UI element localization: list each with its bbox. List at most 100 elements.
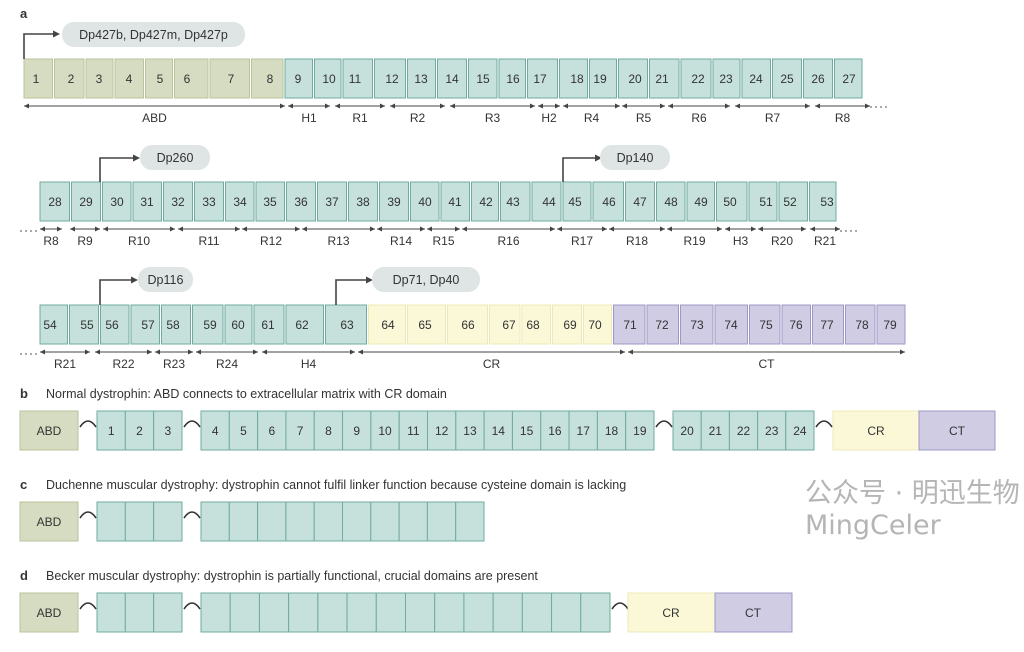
domain-label: R21 — [54, 357, 76, 371]
exon-22 — [680, 58, 712, 99]
repeat-label: 18 — [605, 424, 619, 438]
exon-label: 25 — [780, 72, 794, 86]
repeat-label: 13 — [463, 424, 477, 438]
exon-75 — [749, 304, 781, 345]
exon-label: 36 — [294, 195, 308, 209]
exon-3 — [85, 58, 114, 99]
repeat-label: 23 — [765, 424, 779, 438]
exon-42 — [471, 181, 499, 222]
exon-label: 70 — [588, 318, 602, 332]
exon-51 — [748, 181, 778, 222]
spectrin-repeat — [596, 410, 627, 451]
repeat-label: 4 — [212, 424, 219, 438]
exon-29 — [71, 181, 101, 222]
spectrin-repeat — [785, 410, 815, 451]
repeat-label: 11 — [407, 424, 420, 438]
promoter-label-box — [140, 145, 210, 170]
exon-label: 51 — [759, 195, 773, 209]
repeat-label: 19 — [633, 424, 647, 438]
spectrin-repeat — [317, 592, 348, 633]
spectrin-repeat — [228, 410, 259, 451]
exon-label: 20 — [628, 72, 642, 86]
spectrin-repeat — [405, 592, 436, 633]
spectrin-repeat — [398, 501, 428, 542]
exon-70 — [583, 304, 612, 345]
abd-label: ABD — [37, 606, 62, 620]
arrowhead-icon — [335, 103, 385, 109]
hinge-icon — [183, 420, 201, 428]
panel-letter: c — [20, 477, 27, 492]
exon-label: 11 — [349, 72, 362, 86]
exon-label: 54 — [43, 318, 57, 332]
exon-label: 46 — [602, 195, 616, 209]
promoter-label: Dp71, Dp40 — [393, 273, 460, 287]
hinge-icon — [183, 602, 201, 610]
exon-19 — [589, 58, 617, 99]
exon-27 — [834, 58, 863, 99]
spectrin-repeat — [153, 410, 183, 451]
domain-label: R8 — [43, 234, 59, 248]
spectrin-repeat — [228, 501, 259, 542]
exon-label: 2 — [68, 72, 75, 86]
exon-label: 79 — [883, 318, 897, 332]
exon-2 — [54, 58, 85, 99]
repeat-label: 24 — [793, 424, 807, 438]
spectrin-repeat — [483, 410, 513, 451]
spectrin-repeat — [625, 410, 655, 451]
domain-label: R14 — [390, 234, 412, 248]
exon-label: 14 — [445, 72, 459, 86]
domain-label: R15 — [432, 234, 454, 248]
exon-label: 66 — [461, 318, 475, 332]
promoter-arrow — [99, 157, 135, 182]
spectrin-repeat — [511, 410, 542, 451]
exon-15 — [468, 58, 498, 99]
exon-58 — [161, 304, 191, 345]
exon-30 — [102, 181, 132, 222]
exon-6 — [174, 58, 209, 99]
exon-17 — [527, 58, 558, 99]
exon-41 — [440, 181, 470, 222]
promoter-label: Dp116 — [148, 273, 184, 287]
domain-label: R7 — [765, 111, 781, 125]
domain-label: ABD — [142, 111, 167, 125]
ct-label: CT — [949, 424, 966, 438]
exon-label: 6 — [184, 72, 191, 86]
exon-label: 42 — [479, 195, 493, 209]
repeat-label: 6 — [268, 424, 275, 438]
hinge-icon — [815, 420, 833, 428]
abd-domain — [19, 501, 79, 542]
exon-label: 21 — [655, 72, 669, 86]
exon-label: 53 — [820, 195, 834, 209]
exon-label: 47 — [633, 195, 647, 209]
arrowhead-icon — [377, 226, 425, 232]
arrowhead-icon — [758, 226, 806, 232]
hinge-icon — [79, 420, 97, 428]
exon-label: 59 — [203, 318, 217, 332]
repeat-label: 15 — [520, 424, 534, 438]
promoter-arrow — [23, 33, 55, 59]
exon-label: 50 — [723, 195, 737, 209]
exon-label: 35 — [263, 195, 277, 209]
exon-61 — [253, 304, 285, 345]
exon-36 — [286, 181, 316, 222]
promoter-label: Dp427b, Dp427m, Dp427p — [79, 28, 228, 42]
spectrin-repeat — [426, 501, 457, 542]
exon-44 — [531, 181, 562, 222]
spectrin-repeat — [540, 410, 570, 451]
spectrin-repeat — [257, 501, 287, 542]
panel-title: Normal dystrophin: ABD connects to extra… — [46, 387, 447, 401]
domain-label: R23 — [163, 357, 185, 371]
spectrin-repeat — [568, 410, 598, 451]
hinge-icon — [611, 602, 629, 610]
repeat-label: 7 — [297, 424, 304, 438]
arrowhead-icon — [40, 226, 62, 232]
domain-label: R24 — [216, 357, 238, 371]
hinge-icon — [183, 511, 201, 519]
exon-label: 4 — [126, 72, 133, 86]
exon-label: 30 — [110, 195, 124, 209]
exon-66 — [447, 304, 488, 345]
exon-49 — [686, 181, 715, 222]
domain-label: R16 — [497, 234, 519, 248]
spectrin-repeat — [313, 410, 344, 451]
domain-label: R21 — [814, 234, 836, 248]
